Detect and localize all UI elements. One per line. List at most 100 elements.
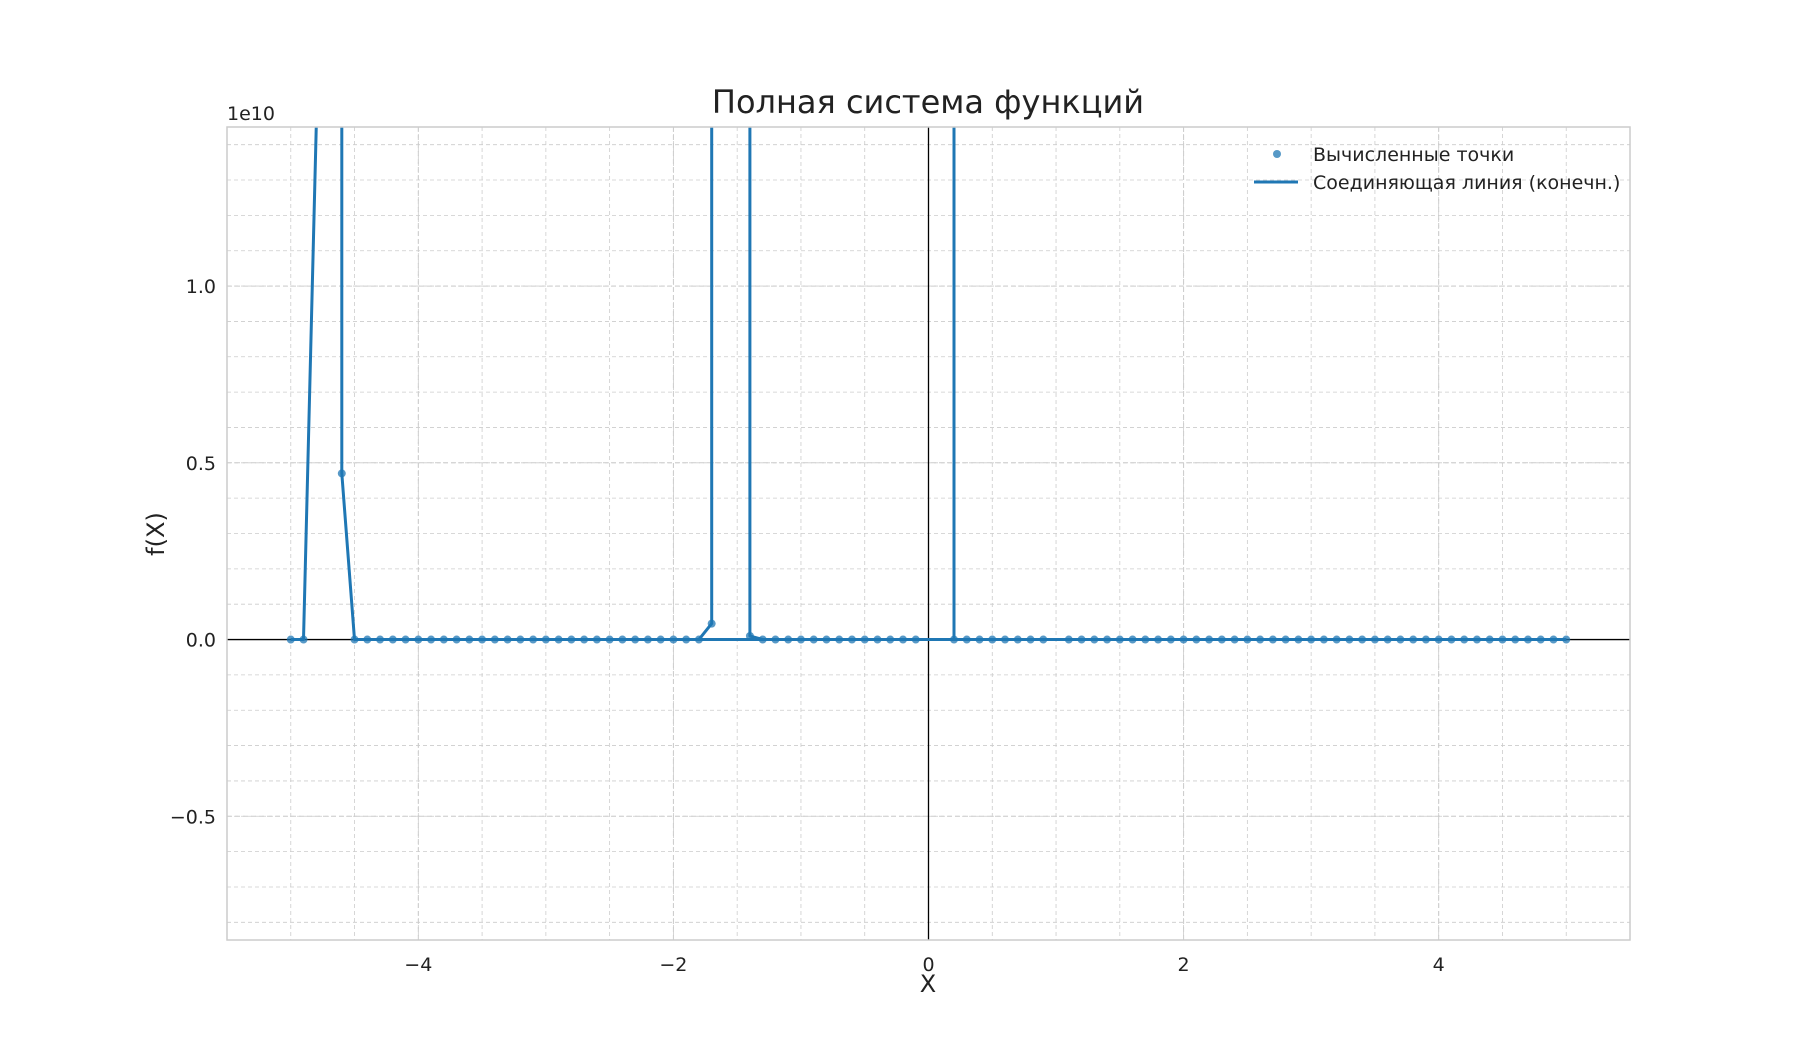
data-point [1345,635,1354,644]
data-point [669,635,678,644]
data-point [1511,635,1520,644]
y-tick-labels: −0.5 0.0 0.5 1.0 [170,276,216,828]
data-point [975,635,984,644]
chart-title: Полная система функций [712,83,1144,121]
data-point [631,635,640,644]
x-axis-label: X [920,970,936,998]
data-point [1205,635,1214,644]
data-point [950,635,959,644]
y-tick-label: 1.0 [186,276,216,298]
data-point [1128,635,1137,644]
data-point [1064,635,1073,644]
data-point [1141,635,1150,644]
data-point [860,635,869,644]
data-point [605,635,614,644]
data-point [898,635,907,644]
data-point [1090,635,1099,644]
y-offset-text: 1e10 [227,103,275,125]
data-point [401,635,410,644]
data-point [1434,635,1443,644]
data-point [707,619,716,628]
data-point [1460,635,1469,644]
data-point [1013,635,1022,644]
data-point [465,635,474,644]
data-point [618,635,627,644]
data-point [1421,635,1430,644]
x-tick-label: 0 [922,954,934,976]
data-point [694,635,703,644]
data-point [911,635,920,644]
data-point [1230,635,1239,644]
legend-marker-points [1273,150,1281,158]
data-point [427,635,436,644]
legend-label-points: Вычисленные точки [1313,144,1514,166]
data-point [1396,635,1405,644]
data-point [1001,635,1010,644]
data-point [490,635,499,644]
data-point [1383,635,1392,644]
y-tick-label: −0.5 [170,806,216,828]
data-point [1166,635,1175,644]
data-point [439,635,448,644]
data-point [567,635,576,644]
data-point [1039,635,1048,644]
data-point [1243,635,1252,644]
data-point [580,635,589,644]
data-point [592,635,601,644]
data-point [771,635,780,644]
data-point [516,635,525,644]
data-point [1409,635,1418,644]
data-point [1115,635,1124,644]
data-point [809,635,818,644]
data-point [350,635,359,644]
data-point [337,469,346,478]
data-point [847,635,856,644]
data-point [1179,635,1188,644]
x-tick-labels: −4 −2 0 2 4 [404,954,1444,976]
data-point [554,635,563,644]
y-tick-label: 0.5 [186,453,216,475]
data-point [478,635,487,644]
data-point [1026,635,1035,644]
data-point [962,635,971,644]
data-point [1498,635,1507,644]
data-point [414,635,423,644]
data-point [784,635,793,644]
series-layer [286,127,1571,644]
data-point [1294,635,1303,644]
data-point [1154,635,1163,644]
data-point [541,635,550,644]
data-point [1103,635,1112,644]
data-point [1217,635,1226,644]
data-point [745,632,754,641]
data-point [796,635,805,644]
y-tick-label: 0.0 [186,630,216,652]
data-point [873,635,882,644]
data-point [1281,635,1290,644]
data-point [835,635,844,644]
x-tick-label: 4 [1433,954,1445,976]
series-clip-group [286,127,1571,644]
data-point [286,635,295,644]
data-point [682,635,691,644]
data-point [503,635,512,644]
data-point [1370,635,1379,644]
data-point [529,635,538,644]
data-point [1472,635,1481,644]
data-point [299,635,308,644]
plot-frame [226,126,1631,941]
data-point [1562,635,1571,644]
data-point [1268,635,1277,644]
data-point [388,635,397,644]
data-point [1256,635,1265,644]
data-point [452,635,461,644]
y-axis-label: f(X) [142,512,170,556]
legend-label-line: Соединяющая линия (конечн.) [1313,172,1620,194]
data-point [1485,635,1494,644]
data-point [1523,635,1532,644]
data-point [1549,635,1558,644]
data-point [758,635,767,644]
x-tick-label: −4 [404,954,432,976]
data-point [988,635,997,644]
